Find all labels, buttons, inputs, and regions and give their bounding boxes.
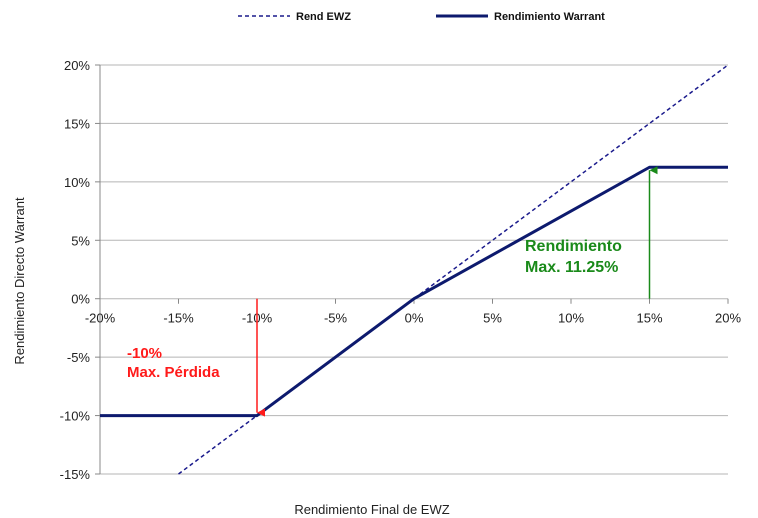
x-tick-label: -5%	[324, 311, 348, 326]
y-axis-title: Rendimiento Directo Warrant	[12, 197, 27, 365]
annotations: -10% Max. Pérdida Rendimiento Max. 11.25%	[127, 166, 658, 417]
legend: Rend EWZ Rendimiento Warrant	[238, 11, 605, 23]
x-tick-label: 10%	[558, 311, 584, 326]
y-tick-label: -15%	[60, 467, 91, 482]
y-tick-label: -10%	[60, 409, 91, 424]
max-return-label-line-1: Rendimiento	[525, 238, 622, 255]
x-tick-label: 15%	[636, 311, 662, 326]
max-loss-label-line-2: Max. Pérdida	[127, 364, 220, 381]
x-tick-label: -20%	[85, 311, 116, 326]
y-tick-label: 20%	[64, 58, 90, 73]
axes	[95, 64, 729, 475]
x-axis-title: Rendimiento Final de EWZ	[294, 502, 449, 517]
series-line-rendimiento-warrant	[100, 165, 728, 418]
x-tick-label: 5%	[483, 311, 502, 326]
legend-label-rend-ewz: Rend EWZ	[296, 11, 351, 23]
y-tick-label: 10%	[64, 175, 90, 190]
series-lines	[100, 64, 729, 475]
x-tick-labels: -20% -15% -10% -5% 0% 5% 10% 15% 20%	[85, 311, 742, 326]
max-return-label-line-2: Max. 11.25%	[525, 259, 618, 276]
gridlines	[100, 64, 728, 475]
y-tick-label: 5%	[71, 233, 90, 248]
x-tick-label: 20%	[715, 311, 741, 326]
y-tick-labels: 20% 15% 10% 5% 0% -5% -10% -15%	[60, 58, 91, 482]
x-tick-label: -15%	[163, 311, 194, 326]
legend-label-rendimiento-warrant: Rendimiento Warrant	[494, 11, 605, 23]
y-tick-label: -5%	[67, 350, 91, 365]
max-loss-label-line-1: -10%	[127, 345, 162, 362]
y-tick-label: 15%	[64, 116, 90, 131]
y-tick-label: 0%	[71, 292, 90, 307]
x-tick-label: 0%	[405, 311, 424, 326]
